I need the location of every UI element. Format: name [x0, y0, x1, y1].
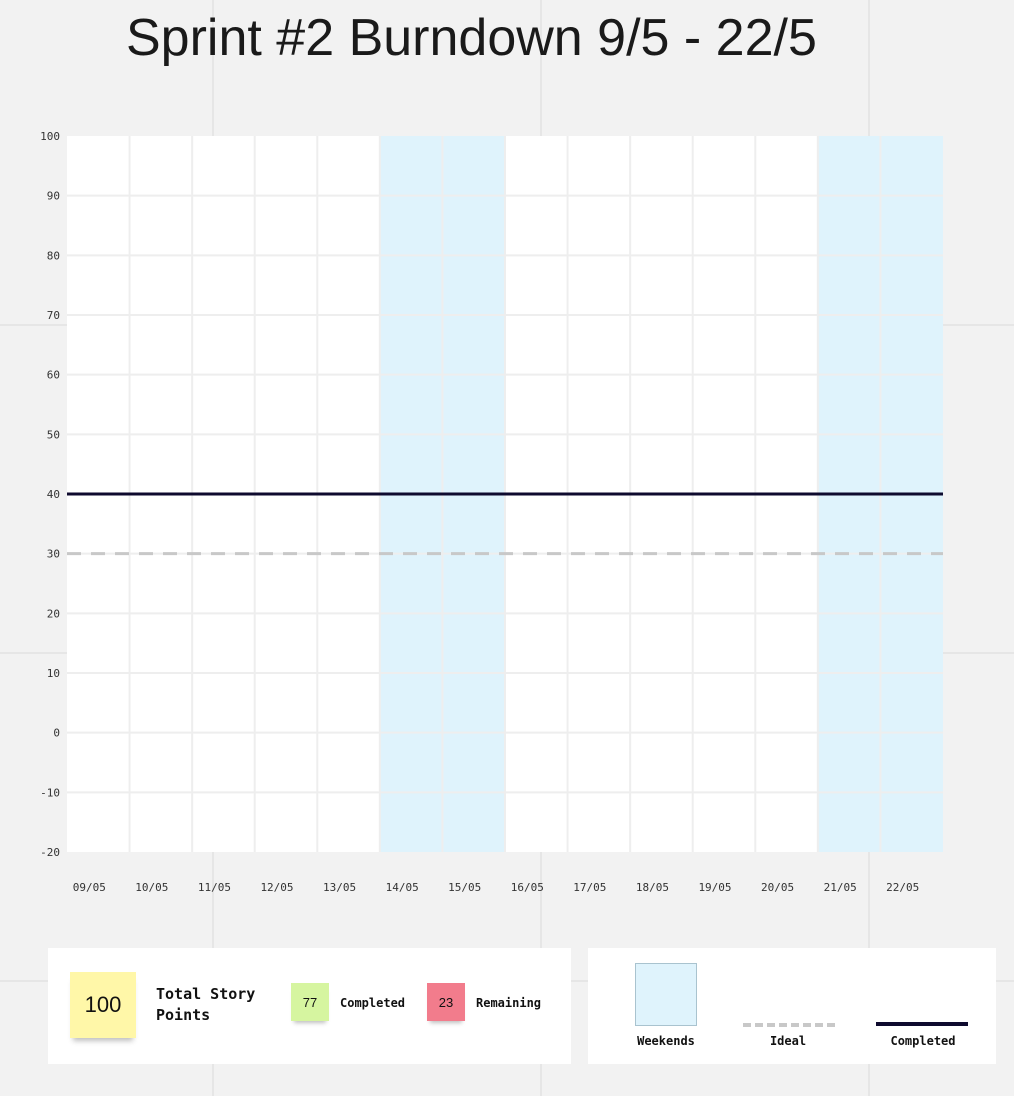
total-points-sticky: 100: [70, 972, 136, 1038]
chart-title: Sprint #2 Burndown 9/5 - 22/5: [126, 9, 817, 67]
y-tick-label: 60: [47, 369, 60, 382]
x-tick-label: 18/05: [636, 881, 669, 894]
y-tick-label: 30: [47, 548, 60, 561]
x-tick-label: 20/05: [761, 881, 794, 894]
y-tick-label: 40: [47, 488, 60, 501]
x-tick-label: 09/05: [73, 881, 106, 894]
series-lines: [67, 492, 943, 556]
weekends-legend-label: Weekends: [637, 1034, 695, 1048]
y-tick-label: -20: [40, 846, 60, 859]
y-tick-label: 100: [40, 130, 60, 143]
story-points-summary: 100 Total Story Points 77 Completed 23 R…: [48, 948, 571, 1064]
y-tick-label: 90: [47, 190, 60, 203]
y-tick-label: 10: [47, 667, 60, 680]
weekends-legend-swatch: [635, 963, 697, 1026]
completed-points-label: Completed: [340, 996, 406, 1010]
x-tick-label: 13/05: [323, 881, 356, 894]
chart-legend: Weekends Ideal Completed: [588, 948, 996, 1064]
x-tick-label: 21/05: [824, 881, 857, 894]
remaining-points-label: Remaining: [476, 996, 542, 1010]
completed-legend-label: Completed: [890, 1034, 956, 1048]
y-tick-label: 20: [47, 607, 60, 620]
ideal-legend-label: Ideal: [769, 1034, 807, 1048]
x-tick-label: 14/05: [386, 881, 419, 894]
ideal-legend-swatch: [743, 1023, 835, 1027]
completed-points-sticky: 77: [291, 983, 329, 1021]
y-tick-label: -10: [40, 786, 60, 799]
y-tick-label: 80: [47, 249, 60, 262]
x-tick-label: 11/05: [198, 881, 231, 894]
x-tick-label: 10/05: [135, 881, 168, 894]
y-tick-label: 70: [47, 309, 60, 322]
x-tick-label: 16/05: [511, 881, 544, 894]
x-tick-label: 17/05: [573, 881, 606, 894]
x-tick-label: 15/05: [448, 881, 481, 894]
x-tick-label: 19/05: [698, 881, 731, 894]
x-tick-label: 22/05: [886, 881, 919, 894]
x-axis-ticks: 09/05 10/05 11/05 12/05 13/05 14/05 15/05 16/05…: [73, 881, 920, 894]
remaining-points-sticky: 23: [427, 983, 465, 1021]
total-points-label: Total Story Points: [156, 985, 256, 1024]
x-tick-label: 12/05: [260, 881, 293, 894]
completed-legend-swatch: [876, 1022, 968, 1026]
y-tick-label: 50: [47, 428, 60, 441]
y-tick-label: 0: [53, 727, 60, 740]
